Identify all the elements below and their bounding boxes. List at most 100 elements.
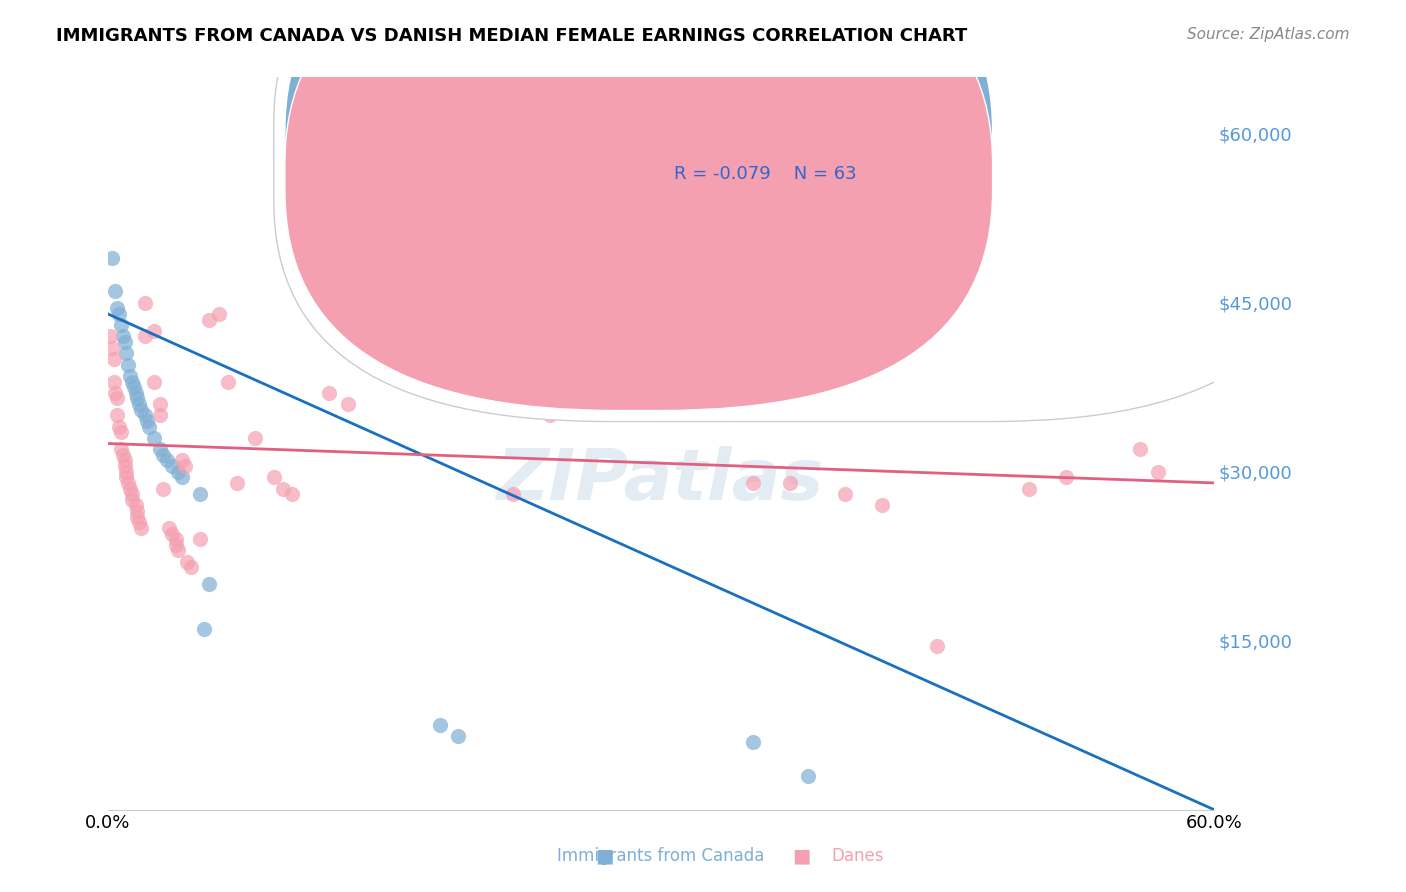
Point bbox=[124, 385, 146, 400]
Point bbox=[105, 392, 128, 406]
Text: Immigrants from Canada: Immigrants from Canada bbox=[557, 847, 765, 865]
Point bbox=[271, 482, 294, 496]
Point bbox=[188, 533, 211, 547]
Point bbox=[207, 307, 229, 321]
Point bbox=[134, 295, 156, 310]
Point bbox=[110, 442, 132, 456]
Point bbox=[134, 409, 156, 423]
Point bbox=[128, 397, 150, 411]
Point bbox=[742, 735, 765, 749]
Point bbox=[165, 538, 187, 552]
Point bbox=[170, 453, 193, 467]
Point bbox=[121, 487, 143, 501]
Point bbox=[174, 458, 197, 473]
Point bbox=[129, 521, 152, 535]
Point bbox=[162, 458, 184, 473]
Point bbox=[167, 465, 190, 479]
Point bbox=[110, 425, 132, 440]
Point bbox=[1111, 161, 1133, 175]
Point bbox=[98, 329, 121, 343]
FancyBboxPatch shape bbox=[274, 0, 1324, 422]
FancyBboxPatch shape bbox=[285, 0, 993, 410]
Point bbox=[103, 351, 125, 366]
Point bbox=[149, 409, 172, 423]
Point bbox=[165, 533, 187, 547]
Point bbox=[538, 409, 561, 423]
Text: Danes: Danes bbox=[831, 847, 884, 865]
Point bbox=[117, 358, 139, 372]
Point bbox=[152, 482, 174, 496]
Point bbox=[108, 419, 131, 434]
Point bbox=[120, 368, 142, 383]
Point bbox=[105, 301, 128, 316]
Point bbox=[100, 251, 122, 265]
Point bbox=[193, 623, 215, 637]
Text: ■: ■ bbox=[792, 847, 811, 865]
Point bbox=[429, 718, 451, 732]
Point bbox=[870, 499, 893, 513]
Point bbox=[120, 482, 142, 496]
Point bbox=[111, 448, 134, 462]
Point bbox=[167, 543, 190, 558]
Point bbox=[180, 560, 202, 574]
Text: ZIPatlas: ZIPatlas bbox=[498, 446, 824, 515]
Point bbox=[157, 521, 180, 535]
Point bbox=[114, 335, 136, 350]
Point bbox=[104, 385, 127, 400]
Point bbox=[108, 307, 131, 321]
Point bbox=[111, 329, 134, 343]
Point bbox=[162, 526, 184, 541]
Point bbox=[115, 470, 138, 484]
Point bbox=[1018, 482, 1040, 496]
Point bbox=[188, 487, 211, 501]
Point bbox=[122, 380, 145, 394]
Point bbox=[170, 470, 193, 484]
Point bbox=[115, 465, 138, 479]
Text: R = -0.079    N = 63: R = -0.079 N = 63 bbox=[673, 165, 856, 183]
Point bbox=[104, 285, 127, 299]
Point bbox=[114, 458, 136, 473]
Point bbox=[127, 509, 149, 524]
Point bbox=[135, 414, 157, 428]
Point bbox=[127, 504, 149, 518]
Point bbox=[149, 397, 172, 411]
Point bbox=[797, 769, 820, 783]
Point bbox=[103, 375, 125, 389]
Point bbox=[128, 516, 150, 530]
Point bbox=[198, 577, 221, 591]
Point bbox=[110, 318, 132, 333]
Point bbox=[927, 639, 949, 653]
Text: Source: ZipAtlas.com: Source: ZipAtlas.com bbox=[1187, 27, 1350, 42]
Point bbox=[176, 555, 198, 569]
Point bbox=[198, 312, 221, 326]
Point bbox=[121, 492, 143, 507]
Point bbox=[127, 392, 149, 406]
Point bbox=[100, 341, 122, 355]
Point bbox=[105, 409, 128, 423]
Point bbox=[217, 375, 239, 389]
Point bbox=[138, 419, 160, 434]
Text: IMMIGRANTS FROM CANADA VS DANISH MEDIAN FEMALE EARNINGS CORRELATION CHART: IMMIGRANTS FROM CANADA VS DANISH MEDIAN … bbox=[56, 27, 967, 45]
Text: R = -0.695    N = 33: R = -0.695 N = 33 bbox=[673, 133, 858, 151]
Point bbox=[156, 453, 179, 467]
Point bbox=[114, 453, 136, 467]
Point bbox=[117, 475, 139, 490]
Point bbox=[1147, 465, 1170, 479]
Point bbox=[834, 487, 856, 501]
FancyBboxPatch shape bbox=[285, 0, 993, 377]
Point bbox=[143, 431, 166, 445]
Point bbox=[149, 442, 172, 456]
Point bbox=[124, 499, 146, 513]
Point bbox=[134, 329, 156, 343]
Point bbox=[245, 431, 267, 445]
Point bbox=[115, 346, 138, 360]
Point bbox=[152, 448, 174, 462]
Point bbox=[502, 487, 524, 501]
Point bbox=[1054, 470, 1077, 484]
Point bbox=[1129, 442, 1152, 456]
Point bbox=[226, 475, 249, 490]
Text: ■: ■ bbox=[595, 847, 614, 865]
Point bbox=[281, 487, 304, 501]
Point bbox=[318, 385, 340, 400]
Point bbox=[129, 402, 152, 417]
